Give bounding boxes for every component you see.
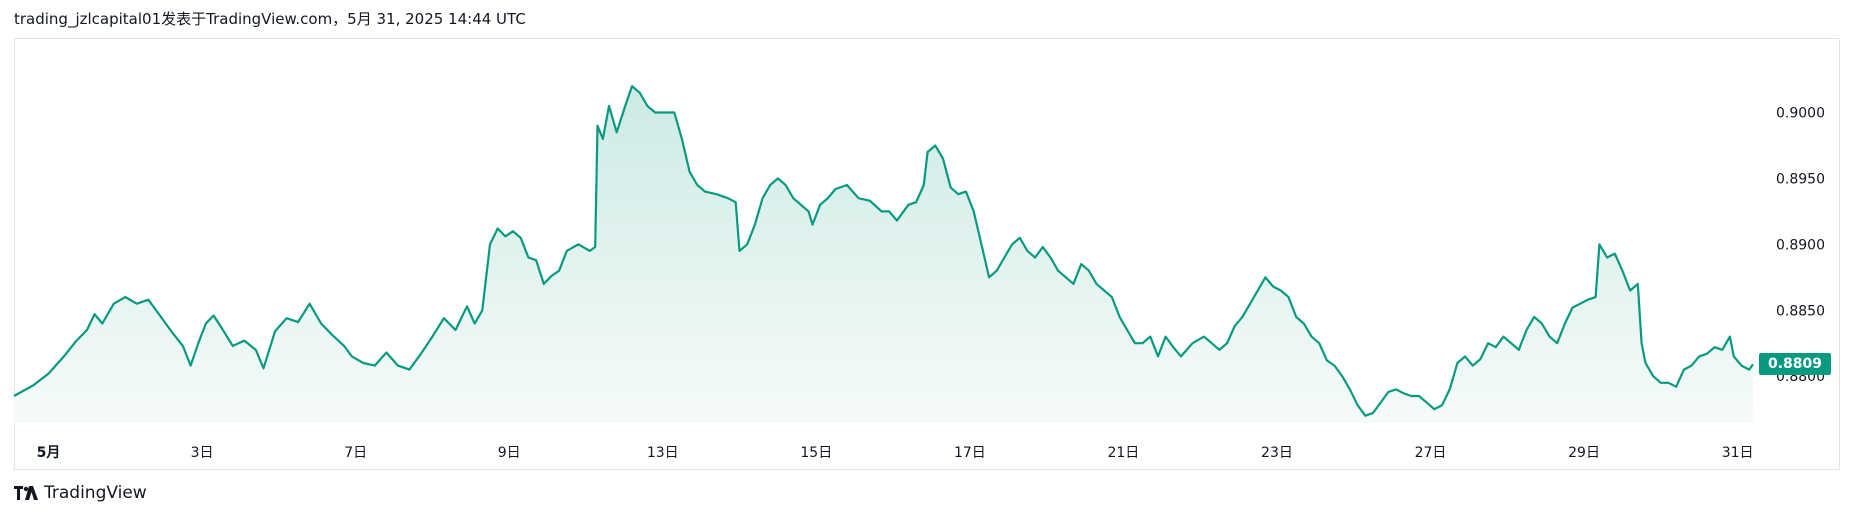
x-tick-label: 21日 [1107, 445, 1139, 461]
price-line [13, 85, 1754, 417]
x-tick-label: 13日 [647, 445, 679, 461]
x-tick-label: 27日 [1415, 445, 1447, 461]
area-fill [14, 86, 1753, 423]
x-tick-label: 29日 [1568, 445, 1600, 461]
x-tick-label: 7日 [344, 445, 367, 461]
chart-header-title: trading_jzlcapital01发表于TradingView.com，5… [14, 10, 526, 28]
chart-frame [14, 38, 1840, 470]
tradingview-brand[interactable]: TradingView [14, 483, 147, 503]
x-tick-label: 9日 [498, 445, 521, 461]
x-axis: 5月 3日 7日 9日 13日 15日 17日 21日 23日 27日 29日 31日 [37, 445, 1754, 461]
tradingview-logo-icon [14, 486, 38, 500]
x-tick-label: 17日 [954, 445, 986, 461]
y-tick-label: 0.8900 [1776, 237, 1825, 253]
x-tick-label: 31日 [1722, 445, 1754, 461]
last-price-tag: 0.8809 [1759, 353, 1831, 376]
brand-name: TradingView [44, 483, 147, 503]
y-tick-label: 0.9000 [1776, 105, 1825, 121]
x-tick-label: 5月 [37, 445, 61, 461]
y-tick-label: 0.8950 [1776, 171, 1825, 187]
x-tick-label: 15日 [800, 445, 832, 461]
x-tick-label: 23日 [1261, 445, 1293, 461]
y-tick-label: 0.8850 [1776, 303, 1825, 319]
x-tick-label: 3日 [191, 445, 214, 461]
